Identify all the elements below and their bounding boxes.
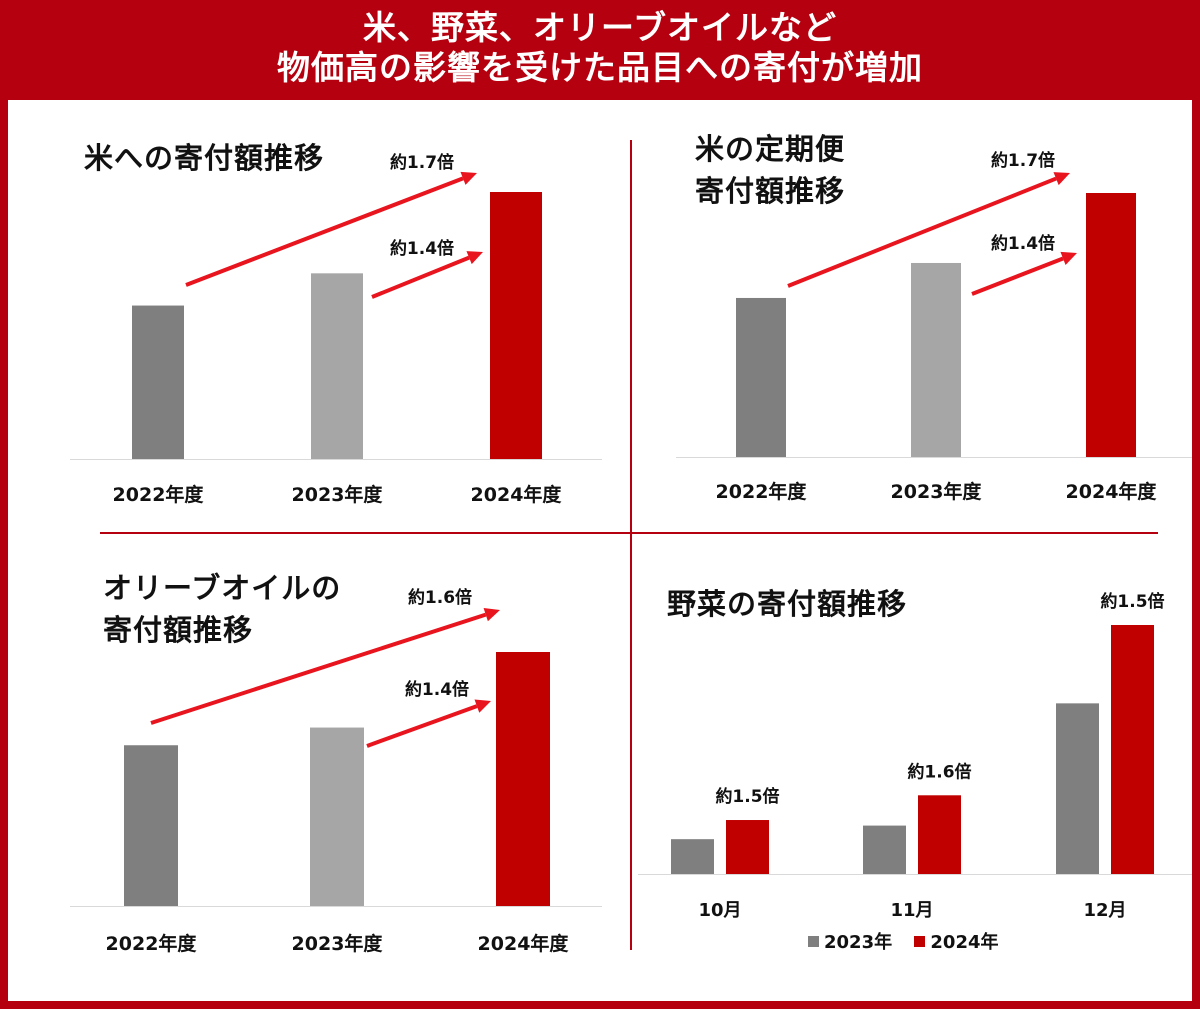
growth-label: 約1.4倍 <box>405 679 469 700</box>
arrow-shaft <box>971 256 1064 296</box>
panel-title-line: 寄付額推移 <box>103 613 254 647</box>
x-tick-label: 2023年度 <box>292 932 384 955</box>
panel-title-olive-oil: オリーブオイルの 寄付額推移 <box>103 567 341 651</box>
arrow-shaft <box>185 176 464 287</box>
panel-title-line: 野菜の寄付額推移 <box>667 587 908 621</box>
header-line-2: 物価高の影響を受けた品目への寄付が増加 <box>277 48 923 87</box>
vertical-divider <box>630 140 632 950</box>
growth-arrow <box>787 172 1070 288</box>
x-tick-label: 2024年度 <box>478 932 570 955</box>
growth-label: 約1.5倍 <box>715 786 779 807</box>
bar-2023年度 <box>911 262 961 457</box>
arrow-shaft <box>371 255 470 299</box>
arrow-head <box>1053 172 1070 186</box>
arrow-shaft <box>150 612 487 725</box>
legend-swatch-2024 <box>914 936 926 947</box>
growth-arrow <box>185 171 477 287</box>
x-tick-label: 2022年度 <box>716 480 808 503</box>
growth-label: 約1.4倍 <box>991 233 1055 254</box>
bar-12月-2024 <box>1111 625 1154 874</box>
growth-arrow <box>150 607 500 725</box>
growth-label: 約1.5倍 <box>1100 591 1164 612</box>
arrow-head <box>460 171 477 185</box>
legend-item-2023: 2023年 <box>808 932 898 953</box>
bar-2022年度 <box>132 305 184 459</box>
x-tick-label: 2022年度 <box>113 483 205 506</box>
growth-label: 約1.6倍 <box>907 761 971 782</box>
growth-arrow <box>371 251 483 299</box>
bar-2024年度 <box>496 652 550 906</box>
arrow-shaft <box>787 176 1057 288</box>
legend-swatch-2023 <box>808 936 819 947</box>
growth-label: 約1.7倍 <box>991 150 1055 171</box>
panel-title-line: オリーブオイルの <box>103 571 342 605</box>
header-line-1: 米、野菜、オリーブオイルなど <box>362 8 838 47</box>
legend-label-2024: 2024年 <box>930 932 999 953</box>
arrow-head <box>1060 251 1077 265</box>
growth-label: 約1.6倍 <box>408 587 472 608</box>
x-tick-label: 2023年度 <box>292 483 384 506</box>
bar-2022年度 <box>124 745 178 906</box>
header-banner: 米、野菜、オリーブオイルなど 物価高の影響を受けた品目への寄付が増加 <box>0 0 1200 100</box>
panel-title-rice: 米への寄付額推移 <box>84 137 324 179</box>
bar-11月-2023 <box>863 825 906 874</box>
arrow-head <box>483 607 500 622</box>
panel-title-line: 米への寄付額推移 <box>84 141 325 175</box>
legend-label-2023: 2023年 <box>824 932 893 953</box>
panel-title-vegetables: 野菜の寄付額推移 <box>667 583 907 625</box>
x-tick-label: 2024年度 <box>1066 480 1158 503</box>
panel-title-rice-subscription: 米の定期便 寄付額推移 <box>695 128 845 212</box>
horizontal-divider <box>100 532 1158 534</box>
x-tick-label: 11月 <box>890 900 933 921</box>
panel-title-line: 米の定期便 <box>695 132 846 166</box>
arrow-head <box>466 251 483 265</box>
x-tick-label: 2024年度 <box>471 483 563 506</box>
x-tick-label: 12月 <box>1083 900 1126 921</box>
x-tick-label: 2023年度 <box>891 480 983 503</box>
bar-2024年度 <box>1086 193 1136 457</box>
vegetables-legend: 2023年 2024年 <box>808 928 1015 954</box>
growth-arrow <box>971 251 1077 296</box>
bar-10月-2024 <box>726 820 769 874</box>
arrow-shaft <box>366 704 478 748</box>
bar-2023年度 <box>311 273 363 459</box>
bar-2024年度 <box>490 192 542 459</box>
bar-2023年度 <box>310 727 364 906</box>
bar-12月-2023 <box>1056 703 1099 874</box>
bar-11月-2024 <box>918 795 961 874</box>
panel-title-line: 寄付額推移 <box>695 174 846 208</box>
arrow-head <box>474 699 491 713</box>
growth-label: 約1.7倍 <box>390 152 454 173</box>
x-tick-label: 10月 <box>698 900 741 921</box>
bar-2022年度 <box>736 297 786 457</box>
legend-item-2024: 2024年 <box>914 932 999 953</box>
growth-arrow <box>366 699 491 748</box>
x-tick-label: 2022年度 <box>106 932 198 955</box>
growth-label: 約1.4倍 <box>390 238 454 259</box>
bar-10月-2023 <box>671 839 714 874</box>
